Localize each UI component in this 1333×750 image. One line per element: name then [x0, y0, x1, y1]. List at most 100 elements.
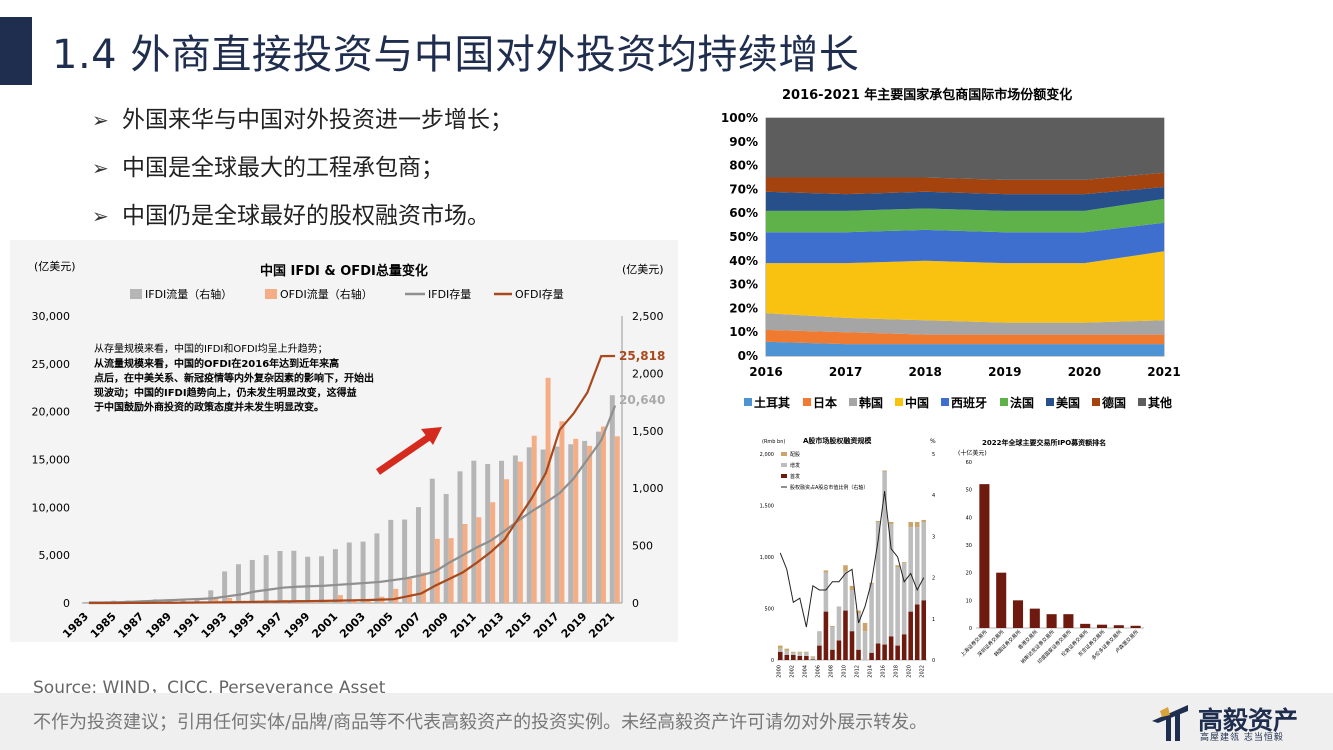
ifdi-flow-bar	[291, 550, 297, 603]
area-band-其他	[766, 118, 1164, 180]
financing-bar-增发	[875, 521, 881, 644]
y2-axis-label: (亿美元)	[622, 263, 664, 276]
financing-bar-增发	[791, 652, 796, 655]
y-tick-label: 1,000	[760, 555, 774, 561]
ifdi-flow-bar	[540, 449, 546, 603]
y-axis-label: (亿美元)	[34, 260, 76, 273]
brand-slogan: 高屋建瓴 志当恒毅	[1200, 733, 1284, 743]
ifdi-flow-bar	[235, 564, 241, 603]
y2-tick-label: 2	[932, 576, 935, 582]
y2-tick-label: 4	[932, 493, 935, 499]
financing-bar-首发	[888, 636, 894, 660]
y-tick-label: 20	[966, 571, 972, 577]
x-tick-label: 2019	[559, 610, 590, 641]
legend-swatch	[265, 289, 277, 299]
ifdi-ofdi-chart-panel: 中国 IFDI & OFDI总量变化 (亿美元) (亿美元) IFDI流量（右轴…	[10, 240, 678, 642]
y-tick-label: 15,000	[32, 454, 71, 467]
ifdi-ofdi-chart: 中国 IFDI & OFDI总量变化 (亿美元) (亿美元) IFDI流量（右轴…	[32, 260, 666, 641]
ofdi-flow-bar	[420, 572, 426, 603]
y-tick-label: 100%	[721, 111, 758, 125]
x-tick-label: 2022	[920, 665, 926, 678]
ofdi-flow-bar	[213, 598, 219, 603]
chart-title: 2016-2021 年主要国家承包商国际市场份额变化	[782, 87, 1072, 103]
area-band-韩国	[766, 313, 1164, 335]
financing-bar-首发	[777, 651, 783, 660]
ifdi-flow-bar	[249, 559, 255, 603]
area-band-法国	[766, 198, 1164, 233]
y-tick-label: 2,000	[760, 452, 774, 458]
area-band-西班牙	[766, 222, 1164, 264]
equity-ratio-line	[779, 491, 925, 628]
ofdi-flow-bar	[531, 435, 537, 603]
financing-bar-首发	[843, 610, 848, 660]
ifdi-flow-bar	[83, 601, 89, 603]
y-tick-label: 70%	[729, 182, 758, 196]
ipo-ranking-chart-panel: 2022年全球主要交易所IPO募资额排名 (十亿美元) 0 10 20 30 40 50 6…	[950, 432, 1160, 684]
financing-bar-增发	[856, 613, 861, 650]
area-band-中国	[766, 251, 1164, 323]
bullet-arrow-icon: ➢	[92, 204, 109, 228]
ofdi-flow-bar	[587, 445, 593, 603]
y2-tick-label: 0	[932, 658, 935, 664]
legend-label: 德国	[1102, 395, 1126, 410]
x-tick-label: 2020	[1068, 365, 1101, 379]
area-band-德国	[766, 172, 1164, 195]
x-tick-label: 2007	[393, 610, 424, 641]
ifdi-flow-bar	[582, 440, 588, 603]
area-band-土耳其	[766, 341, 1164, 356]
legend-label: 首发	[790, 473, 800, 480]
financing-bar-增发	[784, 650, 790, 655]
disclaimer: 不作为投资建议；引用任何实体/品牌/商品等不代表高毅资产的投资实例。未经高毅资产…	[33, 712, 928, 733]
financing-bar-增发	[921, 521, 927, 601]
financing-bar-配股	[882, 470, 887, 472]
annotation-line: 现波动；中国的IFDI趋势向上，仍未发生明显改变，这得益	[94, 386, 357, 399]
y2-tick-label: 1,500	[632, 425, 664, 438]
y-tick-label: 20%	[729, 301, 758, 315]
brand-name: 高毅资产	[1198, 706, 1299, 735]
ifdi-flow-bar	[360, 541, 366, 603]
x-tick-label: 2004	[802, 665, 808, 678]
ifdi-flow-bar	[485, 463, 491, 603]
x-tick-label: 1983	[60, 610, 91, 641]
x-tick-label: 2012	[855, 665, 861, 678]
financing-bar-配股	[804, 651, 809, 653]
legend-label: 法国	[1010, 395, 1034, 410]
bullet-list: ➢ 外国来华与中国对外投资进一步增长； ➢ 中国是全球最大的工程承包商； ➢ 中国仍是…	[92, 96, 513, 240]
legend-label: 韩国	[859, 395, 883, 410]
financing-bar-首发	[875, 643, 881, 660]
ipo-bar	[1012, 600, 1024, 628]
x-tick-label: 2018	[908, 365, 941, 379]
ofdi-stock-line	[88, 354, 616, 605]
y-tick-label: 40	[966, 515, 972, 521]
title-accent-bar	[0, 17, 32, 85]
y-tick-label: 0	[63, 597, 70, 610]
bullet-item: ➢ 中国是全球最大的工程承包商；	[92, 144, 513, 192]
financing-bar-增发	[849, 589, 855, 632]
financing-bar-增发	[862, 631, 868, 660]
y-tick-label: 30,000	[32, 310, 71, 323]
ofdi-flow-bar	[559, 421, 565, 603]
financing-bar-增发	[777, 648, 783, 652]
financing-bar-增发	[830, 627, 835, 650]
financing-bar-配股	[777, 645, 783, 649]
x-tick-label: 2011	[448, 610, 479, 641]
financing-bar-增发	[843, 571, 848, 611]
ifdi-flow-bar	[305, 556, 311, 603]
financing-bar-配股	[797, 651, 803, 653]
x-tick-label: 2010	[841, 665, 847, 678]
a-share-financing-chart-panel: A股市场股权融资规模 (Rmb bn) % 0 500 1,000 1,500 2,00…	[755, 432, 945, 684]
bullet-arrow-icon: ➢	[92, 156, 109, 180]
annotation-line: 点后，在中美关系、新冠疫情等内外复杂因素的影响下，开始出	[94, 372, 374, 385]
y-axis-label: (十亿美元)	[958, 449, 987, 457]
y-tick-label: 0	[771, 658, 774, 664]
bullet-text: 中国是全球最大的工程承包商；	[122, 155, 444, 181]
y-tick-label: 40%	[729, 254, 758, 268]
financing-bar-增发	[908, 527, 913, 612]
ifdi-flow-bar	[471, 460, 477, 603]
x-tick-label: 2016	[749, 365, 782, 379]
ipo-bar	[1113, 625, 1124, 628]
legend-swatch	[941, 398, 949, 406]
ipo-bar	[1063, 614, 1074, 628]
ifdi-flow-bar	[388, 519, 394, 603]
ifdi-flow-bar	[332, 549, 338, 603]
